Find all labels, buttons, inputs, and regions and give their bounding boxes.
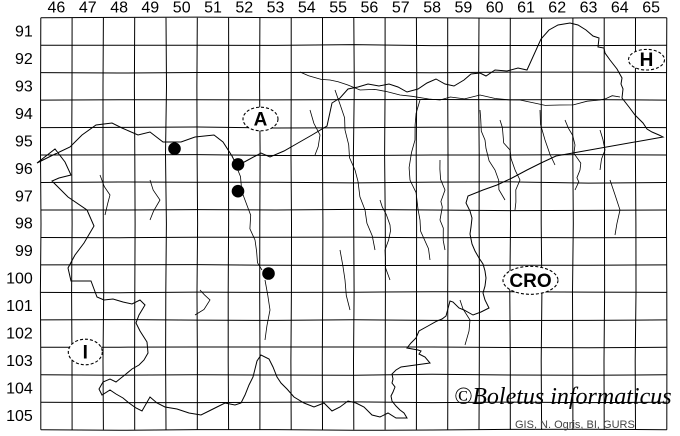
svg-text:93: 93 xyxy=(15,78,33,95)
svg-text:99: 99 xyxy=(15,243,33,260)
svg-text:91: 91 xyxy=(15,23,33,40)
svg-text:58: 58 xyxy=(423,0,441,17)
svg-text:102: 102 xyxy=(6,326,33,343)
svg-text:63: 63 xyxy=(580,0,598,17)
svg-text:103: 103 xyxy=(6,353,33,370)
svg-text:A: A xyxy=(254,110,268,131)
svg-text:104: 104 xyxy=(6,381,33,398)
svg-text:92: 92 xyxy=(15,51,33,68)
svg-text:GIS, N. Ogris, BI, GURS: GIS, N. Ogris, BI, GURS xyxy=(515,419,635,431)
svg-text:52: 52 xyxy=(235,0,253,17)
svg-text:59: 59 xyxy=(455,0,473,17)
svg-text:48: 48 xyxy=(110,0,128,17)
svg-text:95: 95 xyxy=(15,133,33,150)
svg-text:96: 96 xyxy=(15,161,33,178)
svg-text:101: 101 xyxy=(6,298,33,315)
svg-text:94: 94 xyxy=(15,106,33,123)
svg-text:65: 65 xyxy=(642,0,660,17)
svg-text:47: 47 xyxy=(79,0,97,17)
svg-text:51: 51 xyxy=(204,0,222,17)
svg-text:105: 105 xyxy=(6,408,33,425)
svg-text:CRO: CRO xyxy=(509,271,551,292)
svg-text:60: 60 xyxy=(486,0,504,17)
svg-text:57: 57 xyxy=(392,0,410,17)
svg-text:61: 61 xyxy=(517,0,535,17)
svg-text:H: H xyxy=(640,50,654,71)
svg-text:56: 56 xyxy=(361,0,379,17)
svg-text:©Boletus informaticus: ©Boletus informaticus xyxy=(454,384,672,410)
svg-text:46: 46 xyxy=(48,0,66,17)
svg-text:49: 49 xyxy=(141,0,159,17)
svg-text:54: 54 xyxy=(298,0,316,17)
svg-text:55: 55 xyxy=(329,0,347,17)
svg-text:53: 53 xyxy=(267,0,285,17)
svg-text:100: 100 xyxy=(6,271,33,288)
svg-text:98: 98 xyxy=(15,216,33,233)
svg-text:62: 62 xyxy=(548,0,566,17)
svg-text:64: 64 xyxy=(611,0,629,17)
svg-text:I: I xyxy=(83,343,88,364)
svg-text:50: 50 xyxy=(173,0,191,17)
svg-text:97: 97 xyxy=(15,188,33,205)
